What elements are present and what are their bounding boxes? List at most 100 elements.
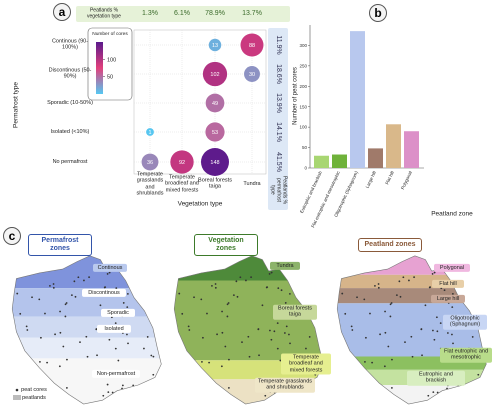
peat-core-dot bbox=[59, 331, 62, 334]
peat-core-dot bbox=[273, 330, 276, 333]
peat-core-dot bbox=[64, 315, 67, 318]
map-zone bbox=[12, 255, 162, 289]
peat-core-dot bbox=[266, 286, 269, 289]
map-title: Permafrost zones bbox=[28, 233, 92, 257]
map-zone bbox=[337, 274, 487, 289]
peat-core-dot bbox=[279, 359, 282, 362]
peat-core-dot bbox=[232, 294, 235, 297]
peat-core-dot bbox=[288, 333, 290, 336]
colorbar-tick-label: 100 bbox=[107, 57, 116, 63]
peat-core-dot bbox=[66, 358, 68, 361]
peat-core-dot bbox=[389, 303, 392, 306]
peat-core-dot bbox=[277, 287, 280, 290]
peat-core-dot bbox=[40, 336, 42, 339]
peat-core-dot bbox=[371, 361, 373, 364]
peat-core-dot bbox=[16, 292, 19, 295]
peat-core-dot bbox=[214, 286, 217, 289]
peat-core-dot bbox=[19, 312, 22, 315]
peat-core-dot bbox=[79, 341, 81, 344]
map-zone bbox=[12, 337, 162, 359]
row-share: 41.5% bbox=[275, 152, 283, 172]
bubble-label: 30 bbox=[249, 72, 255, 78]
peat-core-dot bbox=[432, 329, 434, 332]
peat-core-dot bbox=[216, 333, 218, 336]
bubble bbox=[146, 128, 154, 136]
peat-core-dot bbox=[411, 355, 414, 358]
map-zone bbox=[174, 255, 324, 281]
peat-core-dot bbox=[261, 304, 264, 307]
peat-core-dot bbox=[122, 302, 125, 304]
peat-core-dot bbox=[398, 280, 401, 283]
bubble-label: 53 bbox=[212, 130, 218, 136]
peat-core-dot bbox=[77, 276, 80, 279]
peat-core-dot bbox=[111, 391, 114, 394]
peat-core-dot bbox=[83, 279, 85, 282]
map-zone-label: Large hill bbox=[431, 294, 465, 304]
x-tick-label: Polygonal bbox=[400, 170, 413, 190]
bubble-label: 88 bbox=[249, 43, 255, 49]
peat-core-dot bbox=[26, 329, 29, 331]
peat-core-dot bbox=[52, 286, 55, 289]
map-outline bbox=[11, 255, 162, 405]
peat-core-dot bbox=[31, 296, 33, 299]
peat-core-dot bbox=[241, 341, 243, 344]
peat-core-dot bbox=[146, 336, 149, 338]
peat-core-dot bbox=[435, 316, 438, 319]
column-share: 78.9% bbox=[205, 9, 225, 17]
bubble bbox=[240, 33, 264, 57]
peat-core-dot bbox=[247, 335, 250, 338]
y-axis-label: Number of peat cores bbox=[292, 67, 299, 125]
bar bbox=[332, 154, 347, 168]
y-tick-label: 0 bbox=[304, 166, 307, 171]
peat-core-dot bbox=[384, 310, 386, 313]
peat-core-dot bbox=[439, 322, 442, 325]
peat-core-dot bbox=[363, 298, 366, 301]
colorbar bbox=[96, 42, 103, 94]
map-title: Peatland zones bbox=[358, 237, 422, 253]
bubble bbox=[244, 66, 260, 82]
bubble-label: 1 bbox=[148, 130, 151, 136]
peat-core-dot bbox=[152, 373, 155, 376]
peat-core-dot bbox=[114, 322, 117, 325]
legend-label: peat cores bbox=[21, 386, 47, 393]
peat-core-dot bbox=[117, 359, 120, 362]
peat-core-dot bbox=[305, 347, 307, 350]
peat-core-dot bbox=[257, 328, 260, 330]
peat-core-dot bbox=[248, 355, 251, 358]
peat-core-dot bbox=[58, 365, 61, 368]
peat-core-dot bbox=[39, 360, 41, 363]
bar bbox=[368, 148, 383, 168]
peat-core-dot bbox=[226, 303, 229, 306]
bubble bbox=[141, 153, 159, 171]
column-share: 6.1% bbox=[174, 9, 190, 17]
peat-core-dot bbox=[268, 273, 271, 275]
peat-core-dot bbox=[64, 303, 67, 306]
peat-core-dot bbox=[220, 365, 223, 368]
y-tick-label: Discontinous (50-90%) bbox=[48, 67, 92, 80]
peat-core-dot bbox=[477, 373, 480, 376]
peat-core-dot bbox=[436, 330, 439, 333]
peat-core-dot bbox=[208, 361, 210, 364]
bubble-label: 92 bbox=[179, 160, 185, 166]
peat-core-dot bbox=[377, 283, 380, 285]
y-tick-label: Sporadic (10-50%) bbox=[47, 99, 93, 106]
map-zone-label: Isolated bbox=[97, 324, 131, 334]
header-strip bbox=[76, 6, 290, 22]
peat-core-dot bbox=[451, 333, 453, 336]
peat-core-dot bbox=[227, 387, 230, 389]
peat-core-dot bbox=[408, 279, 410, 282]
peat-core-dot bbox=[96, 354, 98, 357]
y-tick-label: 250 bbox=[299, 63, 307, 68]
peat-core-dot bbox=[200, 298, 203, 301]
peat-core-dot bbox=[387, 345, 390, 348]
peat-core-dot bbox=[228, 358, 230, 361]
peat-core-dot bbox=[364, 360, 366, 363]
panel-label: b bbox=[369, 4, 387, 22]
peat-core-dot bbox=[365, 336, 367, 339]
map-zone-label: Flat eutrophic and mesotrophic bbox=[440, 347, 492, 363]
peat-core-dot bbox=[270, 271, 273, 274]
peat-core-dot bbox=[239, 276, 242, 279]
peat-core-dot bbox=[201, 360, 203, 363]
peat-core-dot bbox=[421, 354, 423, 357]
